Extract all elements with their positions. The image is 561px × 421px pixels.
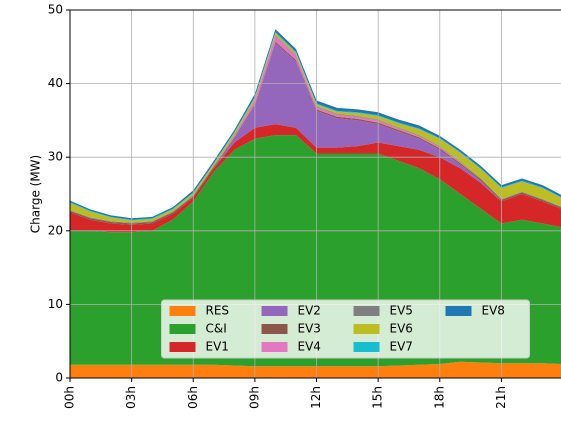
x-tick-label: 12h bbox=[309, 386, 323, 409]
y-tick-label: 0 bbox=[55, 371, 63, 385]
legend-swatch bbox=[169, 324, 196, 334]
area bbox=[70, 124, 561, 233]
x-tick-label: 18h bbox=[432, 386, 446, 409]
legend-swatch bbox=[353, 324, 380, 334]
legend-label: EV1 bbox=[206, 340, 229, 354]
legend-box bbox=[161, 299, 530, 359]
legend-label: EV3 bbox=[298, 322, 321, 336]
legend-label: EV5 bbox=[390, 304, 413, 318]
x-tick-label: 09h bbox=[247, 386, 261, 409]
y-tick-label: 20 bbox=[48, 223, 63, 237]
y-tick-label: 50 bbox=[48, 3, 63, 17]
y-tick-label: 10 bbox=[48, 297, 63, 311]
legend-label: RES bbox=[206, 304, 230, 318]
legend-label: EV2 bbox=[298, 304, 321, 318]
x-tick-label: 00h bbox=[63, 386, 77, 409]
x-tick-label: 21h bbox=[494, 386, 508, 409]
legend-swatch bbox=[445, 306, 472, 316]
legend-swatch bbox=[261, 306, 288, 316]
y-tick-label: 40 bbox=[48, 76, 63, 90]
x-tick-label: 03h bbox=[124, 386, 138, 409]
legend-label: EV7 bbox=[390, 340, 413, 354]
legend-swatch bbox=[353, 342, 380, 352]
legend-swatch bbox=[261, 342, 288, 352]
legend-label: EV6 bbox=[390, 322, 413, 336]
y-axis-label: Charge (MW) bbox=[29, 155, 43, 233]
legend-swatch bbox=[353, 306, 380, 316]
legend-label: C&I bbox=[206, 322, 227, 336]
y-tick-label: 30 bbox=[48, 150, 63, 164]
legend-swatch bbox=[169, 342, 196, 352]
legend-swatch bbox=[261, 324, 288, 334]
plot-frame bbox=[69, 9, 561, 379]
x-tick-label: 15h bbox=[371, 386, 385, 409]
legend-label: EV8 bbox=[482, 304, 505, 318]
legend-label: EV4 bbox=[298, 340, 321, 354]
legend-swatch bbox=[169, 306, 196, 316]
x-tick-label: 06h bbox=[186, 386, 200, 409]
area bbox=[70, 361, 561, 378]
area bbox=[70, 43, 561, 225]
